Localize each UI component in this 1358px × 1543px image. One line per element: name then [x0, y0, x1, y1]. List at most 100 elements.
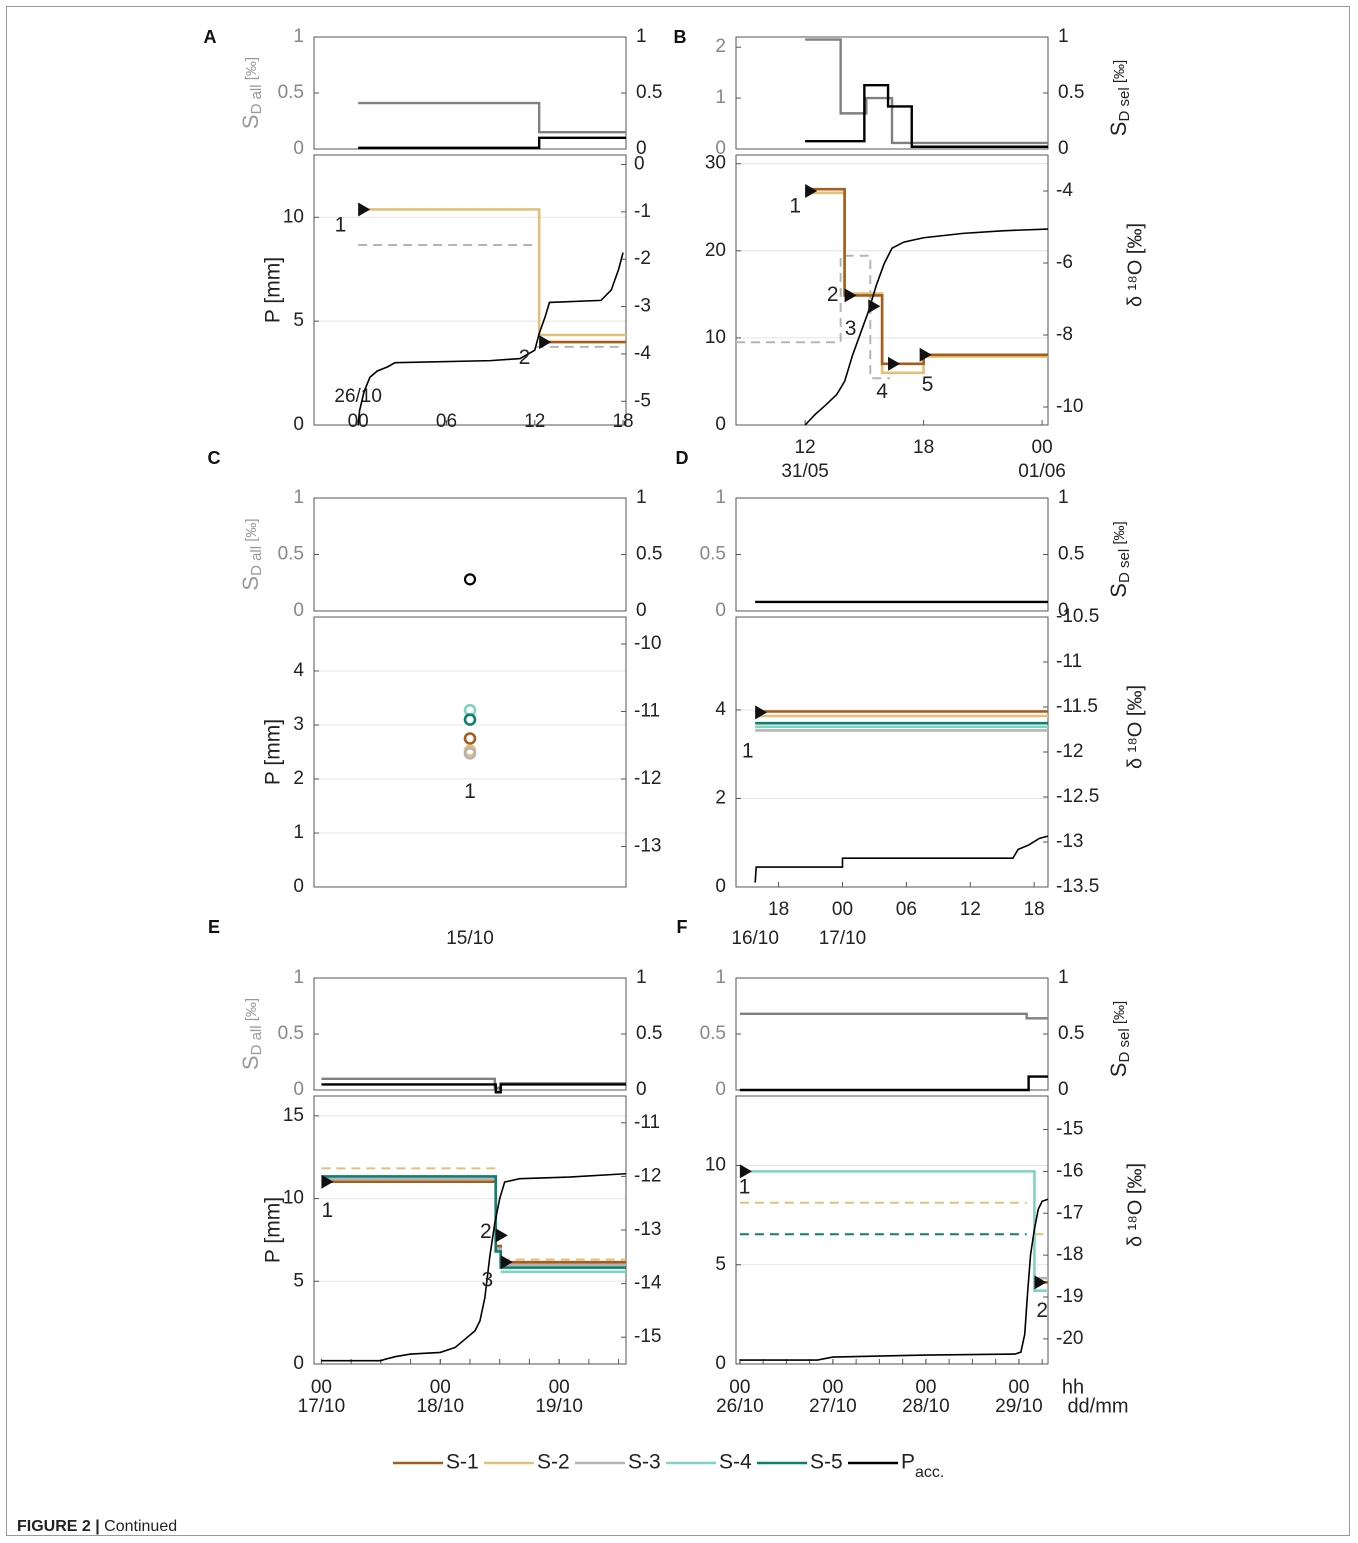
panel-b-date-label: 01/06 — [1018, 461, 1066, 482]
panel-f-y2tick-label: -16 — [1056, 1160, 1083, 1181]
panel-e-series-s-1 — [321, 1180, 626, 1264]
panel-b-event-label-5: 5 — [922, 373, 934, 396]
panel-d-top-frame — [735, 497, 1049, 612]
panel-d-event-label-1: 1 — [742, 740, 754, 763]
panel-e-xtick-label: 00 — [549, 1377, 570, 1398]
panel-a-y2tick-label: -5 — [634, 390, 651, 411]
figure-caption: FIGURE 2 | Continued — [17, 1518, 177, 1536]
panel-e-letter: E — [208, 917, 220, 937]
panel-d-event-marker-1 — [755, 705, 768, 720]
panel-e-top-ylabel: SD all [‰] — [238, 998, 265, 1070]
panel-a-ytick-label: 5 — [293, 310, 304, 331]
panel-c-sd-point-0 — [463, 573, 477, 586]
panel-b-top-y2tick-label: 0 — [1058, 138, 1069, 159]
panel-f-top-y2tick-label: 0 — [1058, 1079, 1069, 1100]
panel-f-y2tick-label: -20 — [1056, 1328, 1083, 1349]
x-unit-label-hh: hh — [1062, 1376, 1084, 1398]
panel-f-event-label-2: 2 — [1036, 1299, 1048, 1322]
panel-f-xtick-label: 00 — [822, 1377, 843, 1398]
panel-f-top-ytick-label: 0.5 — [700, 1023, 726, 1044]
panel-b-y2tick-label: -6 — [1056, 252, 1073, 273]
panel-f-event-marker-1 — [739, 1164, 752, 1179]
panel-e-series-s-3 — [321, 1177, 626, 1267]
panel-c-point-s-5 — [463, 713, 477, 726]
panel-c-ytick-label: 4 — [293, 660, 304, 681]
panel-b-event-label-1: 1 — [789, 195, 801, 218]
panel-a-ylabel: P [mm] — [262, 257, 285, 323]
panel-f-top-y2tick-label: 0.5 — [1058, 1023, 1084, 1044]
panel-c-ytick-label: 1 — [293, 822, 304, 843]
panel-e-event-marker-2 — [495, 1228, 508, 1243]
panel-e-top-ytick-label: 0.5 — [278, 1023, 304, 1044]
panel-b-event-marker-1 — [805, 184, 818, 198]
panel-e-top-y2tick-label: 0.5 — [636, 1023, 662, 1044]
panel-b-event-marker-4 — [888, 356, 901, 371]
panel-b-ytick-label: 0 — [715, 414, 726, 435]
panel-d-xtick-label: 12 — [960, 899, 981, 920]
panel-e-y2tick-label: -12 — [634, 1165, 661, 1186]
panel-c-top-ytick-label: 1 — [293, 487, 304, 508]
panel-b-y2tick-label: -4 — [1056, 180, 1073, 201]
panel-e-event-marker-3 — [500, 1255, 513, 1270]
panel-f-top-frame — [735, 977, 1049, 1091]
panel-e-ytick-label: 10 — [283, 1188, 304, 1209]
panel-e-event-label-3: 3 — [481, 1268, 493, 1291]
panel-d-top-ytick-label: 0.5 — [700, 544, 726, 565]
panel-c-letter: C — [208, 448, 221, 468]
panel-f-date-label: 29/10 — [995, 1396, 1043, 1417]
panel-a-event-label-1: 1 — [335, 214, 347, 237]
panel-d-top-ytick-label: 0 — [715, 600, 726, 621]
panel-a-sd-line-1 — [358, 136, 626, 150]
panel-d-p-acc-line — [754, 835, 1049, 883]
panel-c-y2tick-label: -10 — [634, 633, 661, 654]
panel-c-ytick-label: 0 — [293, 876, 304, 897]
panel-e-p-acc-line — [321, 1172, 627, 1362]
panel-d-xtick-label: 00 — [832, 899, 853, 920]
panel-b-date-label: 31/05 — [781, 461, 829, 482]
panel-b-letter: B — [674, 27, 687, 47]
panel-a-xtick-label: 12 — [524, 411, 545, 432]
panel-c-top-ytick-label: 0 — [293, 600, 304, 621]
panel-c-ytick-label: 2 — [293, 768, 304, 789]
panel-b-top-y2label: SD sel [‰] — [1106, 60, 1133, 136]
panel-a-letter: A — [204, 27, 217, 47]
panel-d-top-y2tick-label: 0.5 — [1058, 544, 1084, 565]
legend-label-s-2: S-2 — [537, 1451, 570, 1474]
panel-d-bottom-frame — [735, 616, 1049, 888]
panel-c-point-s-1 — [463, 732, 477, 745]
panel-c-date-label: 15/10 — [446, 928, 494, 949]
panel-f-date-label: 26/10 — [716, 1396, 764, 1417]
panel-b-top-y2tick-label: 0.5 — [1058, 82, 1084, 103]
panel-b-event-marker-5 — [919, 347, 932, 362]
panel-b-top-ytick-label: 0 — [715, 138, 726, 159]
panel-d-top-y2label: SD sel [‰] — [1106, 521, 1133, 597]
panel-c-y2tick-label: -11 — [634, 701, 660, 722]
panel-b-series-s-2 — [805, 191, 1048, 375]
panel-e-ytick-label: 0 — [293, 1353, 304, 1374]
panel-a-event-marker-1 — [358, 202, 371, 217]
panel-a-series-s-2 — [358, 208, 626, 337]
panel-a-top-y2tick-label: 0 — [636, 138, 647, 159]
panel-f-date-label: 28/10 — [902, 1396, 950, 1417]
panel-a-y2tick-label: -3 — [634, 296, 651, 317]
panel-b-ytick-label: 10 — [705, 327, 726, 348]
panel-d-ytick-label: 2 — [715, 787, 726, 808]
panel-e-event-label-1: 1 — [322, 1199, 334, 1222]
panel-d-letter: D — [676, 448, 689, 468]
panel-a-ytick-label: 0 — [293, 414, 304, 435]
panel-f-xtick-label: 00 — [729, 1377, 750, 1398]
panel-e-series-s-5 — [321, 1175, 626, 1269]
panel-e-y2tick-label: -11 — [634, 1112, 660, 1133]
panel-b-event-label-2: 2 — [827, 283, 839, 306]
panel-b-event-label-4: 4 — [876, 380, 888, 403]
panel-d-top-ytick-label: 1 — [715, 487, 726, 508]
panel-b-xtick-label: 12 — [795, 437, 816, 458]
panel-a-top-ylabel: SD all [‰] — [238, 57, 265, 129]
panel-e-date-label: 19/10 — [535, 1396, 583, 1417]
panel-f-bottom-frame — [735, 1095, 1049, 1365]
legend-label-s-4: S-4 — [719, 1451, 752, 1474]
panel-e-top-ytick-label: 0 — [293, 1079, 304, 1100]
x-unit-label-ddmm: dd/mm — [1067, 1395, 1128, 1417]
panel-a-event-label-2: 2 — [519, 346, 531, 369]
panel-e-event-marker-1 — [321, 1174, 334, 1189]
